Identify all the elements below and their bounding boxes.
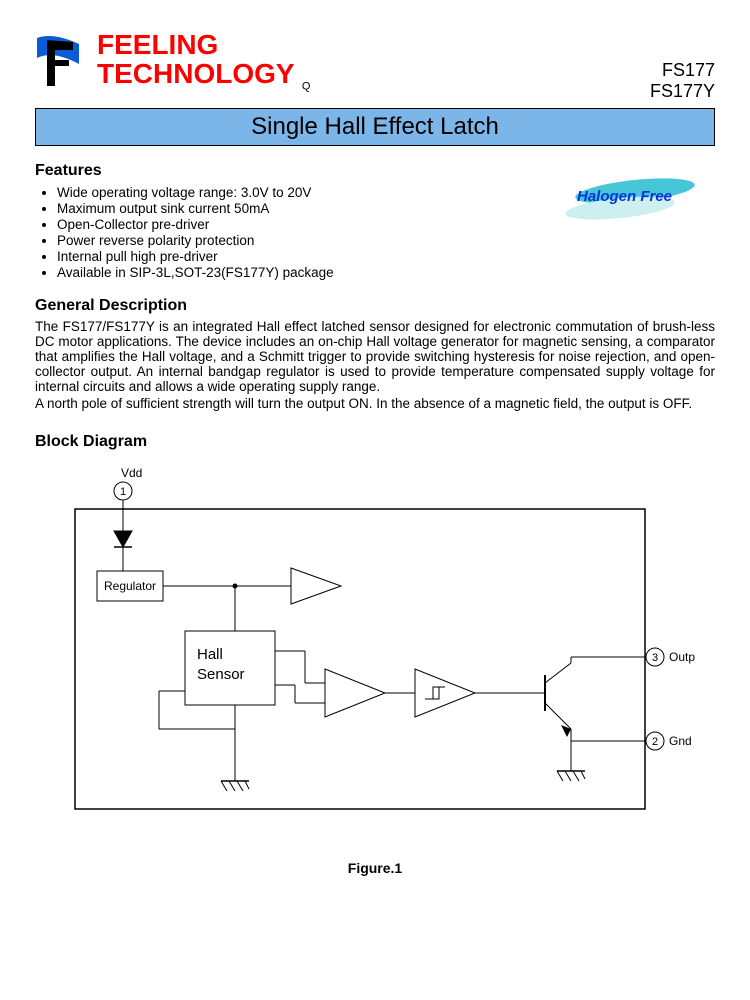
block-diagram-heading: Block Diagram	[35, 433, 715, 451]
features-list: Wide operating voltage range: 3.0V to 20…	[35, 184, 565, 281]
halogen-free-badge: Halogen Free	[565, 180, 715, 230]
svg-text:Gnd: Gnd	[669, 734, 692, 748]
svg-text:1: 1	[120, 486, 126, 498]
block-diagram-svg: Vdd 1 Regulator Hall Sensor 3 Output 2 Gnd	[35, 461, 695, 851]
halogen-free-label: Halogen Free	[577, 188, 672, 205]
features-row: Wide operating voltage range: 3.0V to 20…	[35, 184, 715, 281]
list-item: Wide operating voltage range: 3.0V to 20…	[57, 185, 565, 200]
brand-name: FEELING TECHNOLOGY Q	[97, 30, 310, 94]
general-description-heading: General Description	[35, 297, 715, 315]
logo-block: FEELING TECHNOLOGY Q	[35, 30, 650, 94]
svg-text:Output: Output	[669, 650, 695, 664]
svg-text:2: 2	[652, 736, 658, 748]
list-item: Internal pull high pre-driver	[57, 249, 565, 264]
list-item: Available in SIP-3L,SOT-23(FS177Y) packa…	[57, 265, 565, 280]
svg-text:3: 3	[652, 652, 658, 664]
figure-caption: Figure.1	[35, 860, 715, 876]
svg-text:Vdd: Vdd	[121, 466, 142, 480]
list-item: Open-Collector pre-driver	[57, 217, 565, 232]
brand-line-1: FEELING	[97, 30, 310, 59]
sub-mark: Q	[302, 81, 311, 93]
general-description-p1: The FS177/FS177Y is an integrated Hall e…	[35, 319, 715, 394]
title-bar: Single Hall Effect Latch	[35, 108, 715, 146]
general-description-p2: A north pole of sufficient strength will…	[35, 396, 715, 411]
header: FEELING TECHNOLOGY Q FS177 FS177Y	[35, 30, 715, 102]
part-numbers: FS177 FS177Y	[650, 60, 715, 102]
part-number: FS177	[650, 60, 715, 81]
list-item: Power reverse polarity protection	[57, 233, 565, 248]
svg-text:Sensor: Sensor	[197, 666, 245, 683]
brand-line-2: TECHNOLOGY Q	[97, 59, 310, 93]
list-item: Maximum output sink current 50mA	[57, 201, 565, 216]
part-number: FS177Y	[650, 81, 715, 102]
block-diagram: Vdd 1 Regulator Hall Sensor 3 Output 2 Gnd	[35, 461, 715, 854]
brand-logo-icon	[35, 30, 89, 90]
features-heading: Features	[35, 162, 715, 180]
svg-text:Regulator: Regulator	[104, 579, 156, 593]
svg-text:Hall: Hall	[197, 646, 223, 663]
